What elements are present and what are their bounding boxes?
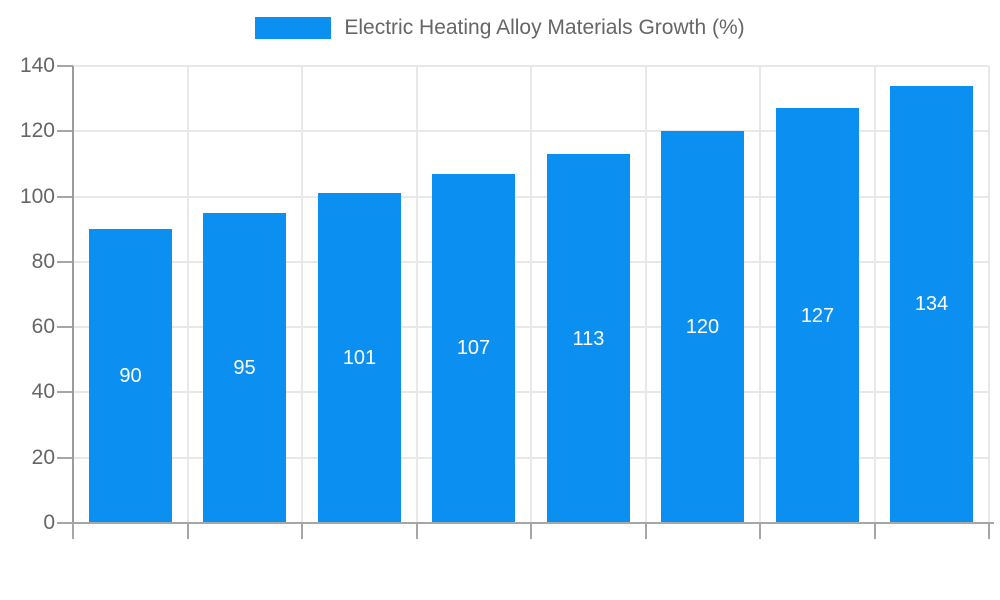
x-axis-tick <box>186 523 189 539</box>
bar <box>547 154 630 522</box>
bar-value-label: 101 <box>342 347 377 369</box>
y-axis-tick <box>57 260 73 263</box>
bar <box>890 85 973 522</box>
x-gridline <box>988 66 990 523</box>
x-gridline <box>186 66 189 523</box>
y-axis-tick <box>57 65 73 67</box>
x-gridline <box>301 66 303 523</box>
bar-value-label: 90 <box>119 365 142 387</box>
bar-value-label: 134 <box>914 293 949 315</box>
y-axis-tick <box>57 130 73 133</box>
bar <box>89 229 172 522</box>
bar-value-label: 113 <box>572 328 605 350</box>
x-gridline <box>759 66 761 523</box>
x-axis-tick <box>415 523 418 539</box>
bar <box>776 108 859 522</box>
bar <box>203 212 286 522</box>
x-axis-tick <box>988 523 990 539</box>
bar-value-label: 127 <box>800 305 835 327</box>
x-axis-line <box>72 522 994 524</box>
legend-swatch <box>255 17 332 39</box>
legend-label: Electric Heating Alloy Materials Growth … <box>344 16 745 39</box>
y-axis-line <box>72 66 74 523</box>
x-axis-tick <box>873 523 876 539</box>
bar <box>318 193 401 522</box>
y-axis-tick <box>57 391 73 394</box>
x-axis-tick <box>644 523 647 539</box>
y-axis-tick <box>57 195 73 198</box>
y-axis-tick <box>57 456 73 459</box>
x-axis-tick <box>530 523 532 539</box>
bar-value-label: 95 <box>233 357 256 379</box>
bar <box>432 173 515 522</box>
x-gridline <box>644 66 647 523</box>
y-tick-label: 100 <box>19 184 55 208</box>
x-axis-tick <box>72 523 74 539</box>
y-axis-tick <box>57 326 73 329</box>
bar <box>661 131 744 522</box>
x-axis-tick <box>759 523 761 539</box>
x-gridline <box>415 66 418 523</box>
y-tick-label: 0 <box>43 511 55 534</box>
y-tick-label: 120 <box>19 119 55 143</box>
y-tick-label: 140 <box>19 54 55 77</box>
y-tick-label: 60 <box>31 315 55 339</box>
bar-value-label: 120 <box>685 316 720 338</box>
y-tick-label: 80 <box>31 249 55 273</box>
bar-value-label: 107 <box>456 337 491 359</box>
legend-item[interactable]: Electric Heating Alloy Materials Growth … <box>0 16 1000 40</box>
y-tick-label: 40 <box>31 380 55 404</box>
y-axis-tick <box>57 522 73 524</box>
x-axis-tick <box>301 523 303 539</box>
x-gridline <box>873 66 876 523</box>
y-tick-label: 20 <box>31 445 55 469</box>
x-gridline <box>530 66 532 523</box>
